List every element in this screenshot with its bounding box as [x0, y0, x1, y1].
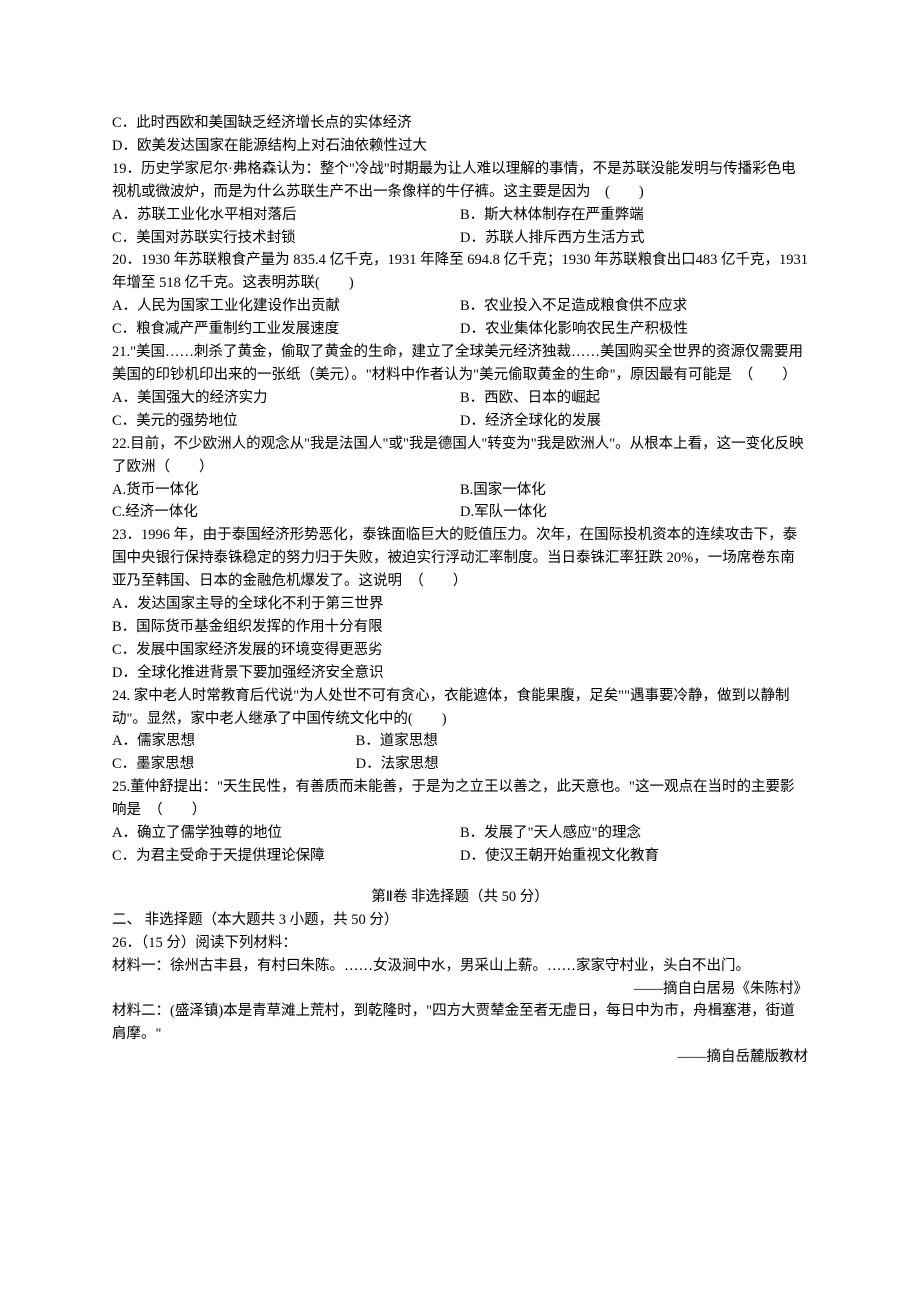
q22-options-row2: C.经济一体化 D.军队一体化 [112, 501, 808, 524]
q24-stem: 24. 家中老人时常教育后代说"为人处世不可有贪心，衣能遮体，食能果腹，足矣""… [112, 685, 808, 731]
q20-option-d: D．农业集体化影响农民生产积极性 [460, 318, 808, 341]
q20-option-b: B．农业投入不足造成粮食供不应求 [460, 295, 808, 318]
q24-options-row2: C．墨家思想 D．法家思想 [112, 753, 808, 776]
q26-material1: 材料一：徐州古丰县，有村曰朱陈。……女汲涧中水，男采山上薪。……家家守村业，头白… [112, 955, 808, 978]
exam-page: C．此时西欧和美国缺乏经济增长点的实体经济 D．欧美发达国家在能源结构上对石油依… [0, 0, 920, 1302]
q24-options-row1: A．儒家思想 B．道家思想 [112, 730, 808, 753]
q25-option-a: A．确立了儒学独尊的地位 [112, 822, 460, 845]
q22-option-d: D.军队一体化 [460, 501, 808, 524]
q19-option-d: D．苏联人排斥西方生活方式 [460, 227, 808, 250]
q23-stem: 23．1996 年，由于泰国经济形势恶化，泰铢面临巨大的贬值压力。次年，在国际投… [112, 524, 808, 593]
q22-options-row1: A.货币一体化 B.国家一体化 [112, 479, 808, 502]
q25-stem: 25.董仲舒提出："天生民性，有善质而未能善，于是为之立王以善之，此天意也。"这… [112, 776, 808, 822]
q21-options-row1: A．美国强大的经济实力 B．西欧、日本的崛起 [112, 387, 808, 410]
q20-options-row1: A．人民为国家工业化建设作出贡献 B．农业投入不足造成粮食供不应求 [112, 295, 808, 318]
q23-option-a: A．发达国家主导的全球化不利于第三世界 [112, 593, 808, 616]
q22-option-b: B.国家一体化 [460, 479, 808, 502]
q25-options-row2: C．为君主受命于天提供理论保障 D．使汉王朝开始重视文化教育 [112, 845, 808, 868]
q19-options-row2: C．美国对苏联实行技术封锁 D．苏联人排斥西方生活方式 [112, 227, 808, 250]
q20-stem: 20．1930 年苏联粮食产量为 835.4 亿千克，1931 年降至 694.… [112, 249, 808, 295]
q24-option-a: A．儒家思想 [112, 730, 356, 753]
q23-option-c: C．发展中国家经济发展的环境变得更恶劣 [112, 639, 808, 662]
q20-options-row2: C．粮食减产严重制约工业发展速度 D．农业集体化影响农民生产积极性 [112, 318, 808, 341]
q26-material1-source: ——摘自白居易《朱陈村》 [112, 978, 808, 1001]
section2-title: 第Ⅱ卷 非选择题（共 50 分） [112, 886, 808, 909]
q21-option-a: A．美国强大的经济实力 [112, 387, 460, 410]
q26-lead: 26．（15 分）阅读下列材料： [112, 932, 808, 955]
q23-option-d: D．全球化推进背景下要加强经济安全意识 [112, 662, 808, 685]
q23-option-b: B．国际货币基金组织发挥的作用十分有限 [112, 616, 808, 639]
q18-option-c: C．此时西欧和美国缺乏经济增长点的实体经济 [112, 112, 808, 135]
q18-option-d: D．欧美发达国家在能源结构上对石油依赖性过大 [112, 135, 808, 158]
q25-option-b: B．发展了"天人感应"的理念 [460, 822, 808, 845]
q19-option-a: A．苏联工业化水平相对落后 [112, 204, 460, 227]
q19-option-b: B．斯大林体制存在严重弊端 [460, 204, 808, 227]
q21-option-c: C．美元的强势地位 [112, 410, 460, 433]
q26-material2-source: ——摘自岳麓版教材 [112, 1046, 808, 1069]
q19-option-c: C．美国对苏联实行技术封锁 [112, 227, 460, 250]
q24-option-d: D．法家思想 [356, 753, 704, 776]
q20-option-c: C．粮食减产严重制约工业发展速度 [112, 318, 460, 341]
q22-option-a: A.货币一体化 [112, 479, 460, 502]
q26-material2: 材料二：(盛泽镇)本是青草滩上荒村，到乾隆时，"四方大贾辇金至者无虚日，每日中为… [112, 1000, 808, 1046]
q19-stem: 19．历史学家尼尔·弗格森认为：整个"冷战"时期最为让人难以理解的事情，不是苏联… [112, 158, 808, 204]
q25-options-row1: A．确立了儒学独尊的地位 B．发展了"天人感应"的理念 [112, 822, 808, 845]
q25-option-d: D．使汉王朝开始重视文化教育 [460, 845, 808, 868]
q25-option-c: C．为君主受命于天提供理论保障 [112, 845, 460, 868]
q21-stem: 21."美国……刺杀了黄金，偷取了黄金的生命，建立了全球美元经济独裁……美国购买… [112, 341, 808, 387]
q22-option-c: C.经济一体化 [112, 501, 460, 524]
q20-option-a: A．人民为国家工业化建设作出贡献 [112, 295, 460, 318]
q21-option-d: D．经济全球化的发展 [460, 410, 808, 433]
q21-options-row2: C．美元的强势地位 D．经济全球化的发展 [112, 410, 808, 433]
q24-option-c: C．墨家思想 [112, 753, 356, 776]
q22-stem: 22.目前，不少欧洲人的观念从"我是法国人"或"我是德国人"转变为"我是欧洲人"… [112, 433, 808, 479]
q21-option-b: B．西欧、日本的崛起 [460, 387, 808, 410]
q24-option-b: B．道家思想 [356, 730, 704, 753]
section2-heading: 二、 非选择题（本大题共 3 小题，共 50 分） [112, 909, 808, 932]
q19-options-row1: A．苏联工业化水平相对落后 B．斯大林体制存在严重弊端 [112, 204, 808, 227]
